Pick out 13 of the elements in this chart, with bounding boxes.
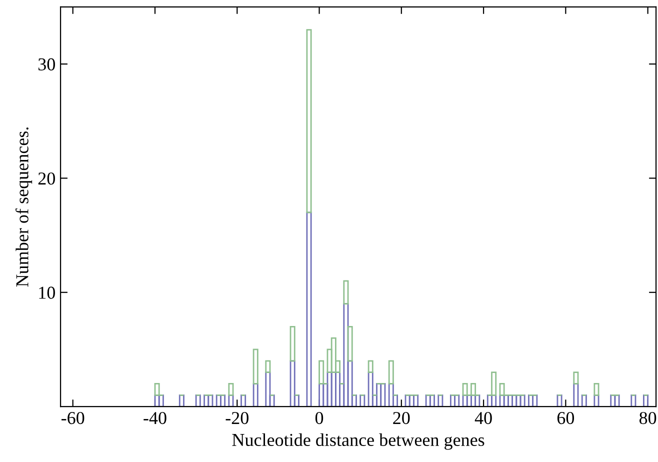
x-tick-label: 20 [393, 412, 410, 424]
x-tick-label: -40 [144, 412, 166, 424]
y-tick-label: 30 [38, 58, 55, 70]
y-axis-title: Number of sequences. [16, 127, 32, 287]
x-tick-label: 0 [315, 412, 324, 424]
x-tick-label: -20 [226, 412, 248, 424]
y-tick-label: 10 [39, 286, 55, 299]
x-tick-label: 60 [557, 412, 574, 424]
x-tick-label: 40 [474, 412, 492, 424]
x-tick-label: -60 [61, 412, 84, 424]
y-tick-label: 20 [38, 172, 55, 185]
x-tick-label: 80 [639, 412, 656, 424]
x-axis-title: Nucleotide distance between genes [232, 433, 484, 450]
